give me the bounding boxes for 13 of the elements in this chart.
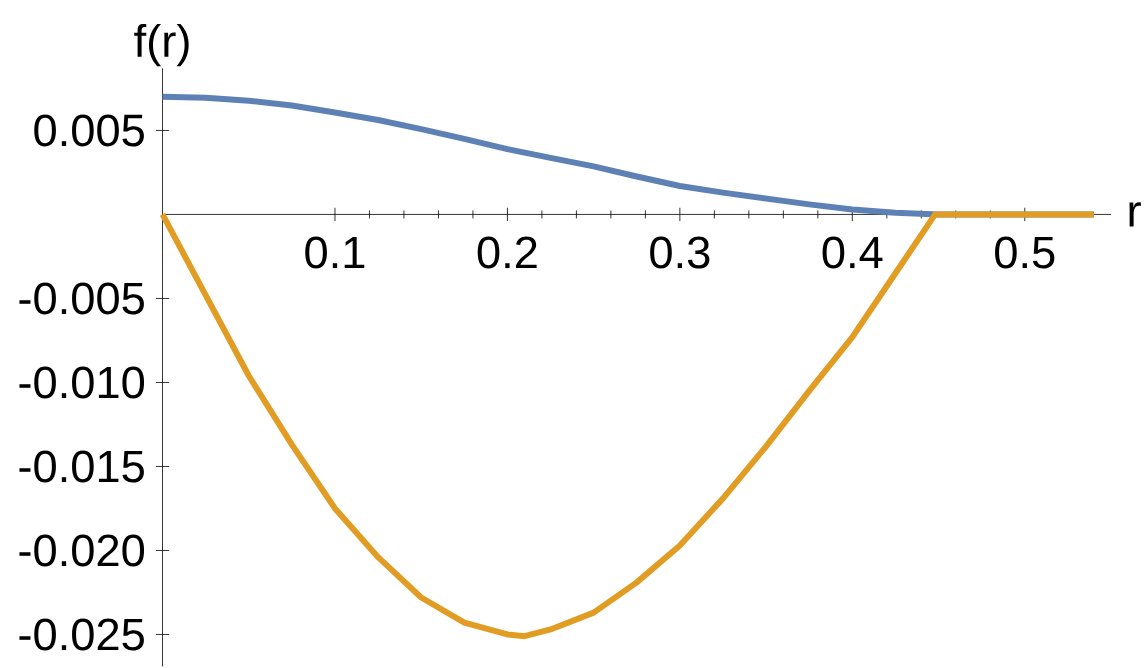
x-tick-label: 0.2 <box>477 236 537 269</box>
x-tick-label: 0.5 <box>995 236 1055 269</box>
y-tick-label: 0.005 <box>34 114 144 147</box>
y-tick-label: -0.025 <box>19 618 144 651</box>
y-axis-title: f(r) <box>134 23 189 66</box>
x-axis-title: r <box>1129 201 1141 227</box>
y-tick-label: -0.010 <box>19 366 145 399</box>
x-tick-label: 0.3 <box>650 236 710 269</box>
y-tick-label: -0.005 <box>19 282 144 315</box>
x-tick-label: 0.1 <box>305 236 365 269</box>
x-tick-label: 0.4 <box>822 236 883 269</box>
y-tick-label: -0.020 <box>19 534 145 567</box>
y-tick-label: -0.015 <box>19 450 144 483</box>
